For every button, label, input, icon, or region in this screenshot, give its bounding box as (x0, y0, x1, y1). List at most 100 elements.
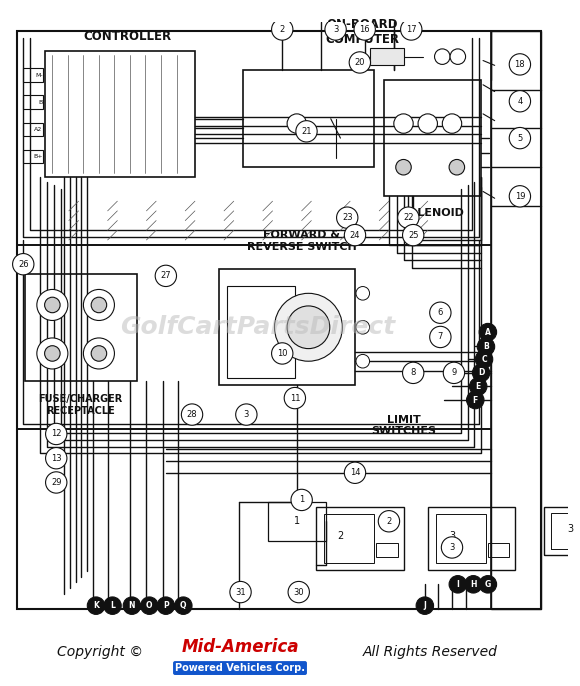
Text: 24: 24 (350, 230, 360, 239)
Text: 31: 31 (235, 588, 246, 597)
Circle shape (349, 51, 371, 73)
Bar (428, 507, 515, 570)
Bar (227, 285, 295, 378)
Circle shape (378, 510, 400, 532)
Circle shape (401, 19, 422, 40)
Bar (45, 51, 195, 177)
Circle shape (443, 114, 462, 133)
Circle shape (45, 346, 60, 362)
Text: B: B (483, 342, 489, 351)
Text: FUSE/CHARGER
RECEPTACLE: FUSE/CHARGER RECEPTACLE (38, 394, 122, 416)
Text: 18: 18 (514, 60, 525, 69)
Text: A: A (485, 328, 491, 337)
Text: 1: 1 (299, 495, 305, 504)
Text: 29: 29 (51, 478, 61, 487)
Text: D: D (478, 368, 484, 377)
Text: 25: 25 (408, 230, 418, 239)
Bar (23, 69, 43, 82)
Text: LIMIT
SWITCHES: LIMIT SWITCHES (371, 414, 436, 436)
Text: 4: 4 (517, 97, 523, 106)
Text: 17: 17 (406, 25, 416, 34)
Circle shape (469, 378, 487, 395)
Circle shape (45, 297, 60, 313)
Text: G: G (485, 580, 491, 589)
Text: 2: 2 (338, 531, 343, 541)
Circle shape (37, 289, 68, 320)
Text: 19: 19 (514, 192, 525, 201)
Circle shape (449, 159, 465, 175)
Text: J: J (423, 601, 426, 610)
Circle shape (296, 121, 317, 142)
Bar (316, 507, 404, 570)
Circle shape (394, 114, 413, 133)
Circle shape (87, 597, 105, 615)
Circle shape (345, 462, 365, 484)
Text: Mid-America: Mid-America (181, 638, 299, 656)
Circle shape (434, 49, 450, 64)
Bar (17, 32, 491, 245)
Circle shape (345, 224, 365, 246)
Text: O: O (146, 601, 153, 610)
Circle shape (84, 289, 114, 320)
Circle shape (123, 597, 140, 615)
Circle shape (449, 576, 466, 593)
Circle shape (396, 159, 411, 175)
Text: M-: M- (35, 73, 43, 78)
Text: SOLENOID: SOLENOID (401, 208, 465, 218)
Text: B+: B+ (33, 154, 43, 159)
Circle shape (284, 388, 306, 409)
Circle shape (157, 597, 175, 615)
Circle shape (37, 338, 68, 369)
Circle shape (356, 287, 369, 300)
Circle shape (235, 404, 257, 425)
Text: 1: 1 (293, 517, 300, 526)
Circle shape (46, 447, 67, 469)
Circle shape (274, 294, 342, 362)
Text: All Rights Reserved: All Rights Reserved (362, 646, 498, 659)
Text: 30: 30 (293, 588, 304, 597)
Text: 3: 3 (450, 543, 455, 552)
Text: K: K (93, 601, 99, 610)
Text: 14: 14 (350, 469, 360, 477)
Circle shape (287, 306, 330, 348)
Text: FORWARD &
REVERSE SWITCH: FORWARD & REVERSE SWITCH (246, 230, 357, 252)
Circle shape (356, 355, 369, 368)
Bar (369, 48, 404, 65)
Circle shape (336, 207, 358, 228)
Bar (436, 514, 486, 563)
Text: 3: 3 (567, 524, 574, 534)
Text: 22: 22 (403, 213, 414, 222)
Circle shape (403, 224, 424, 246)
Bar (324, 514, 375, 563)
Bar (23, 123, 43, 137)
Circle shape (472, 364, 490, 381)
Bar (488, 543, 509, 557)
Circle shape (403, 362, 424, 383)
Bar (17, 245, 491, 429)
Text: 13: 13 (51, 453, 61, 463)
Circle shape (46, 472, 67, 493)
Circle shape (509, 186, 531, 207)
Text: Q: Q (180, 601, 187, 610)
Text: GolfCartPartsDirect: GolfCartPartsDirect (121, 316, 396, 340)
Text: 2: 2 (280, 25, 285, 34)
Bar (491, 32, 541, 608)
Text: 16: 16 (360, 25, 370, 34)
Text: 28: 28 (187, 410, 197, 419)
Text: 23: 23 (342, 213, 353, 222)
Circle shape (271, 19, 293, 40)
Circle shape (325, 19, 346, 40)
Text: Powered Vehicles Corp.: Powered Vehicles Corp. (175, 663, 305, 673)
Text: F: F (473, 396, 478, 405)
Circle shape (287, 114, 306, 133)
Bar (544, 507, 580, 555)
Circle shape (104, 597, 121, 615)
Circle shape (416, 597, 434, 615)
Text: 10: 10 (277, 349, 288, 358)
Text: ON-BOARD
COMPUTER: ON-BOARD COMPUTER (325, 18, 399, 46)
Circle shape (443, 362, 465, 383)
Text: 7: 7 (438, 333, 443, 342)
Circle shape (175, 597, 192, 615)
Text: Copyright ©: Copyright © (57, 646, 143, 659)
Text: L: L (110, 601, 115, 610)
